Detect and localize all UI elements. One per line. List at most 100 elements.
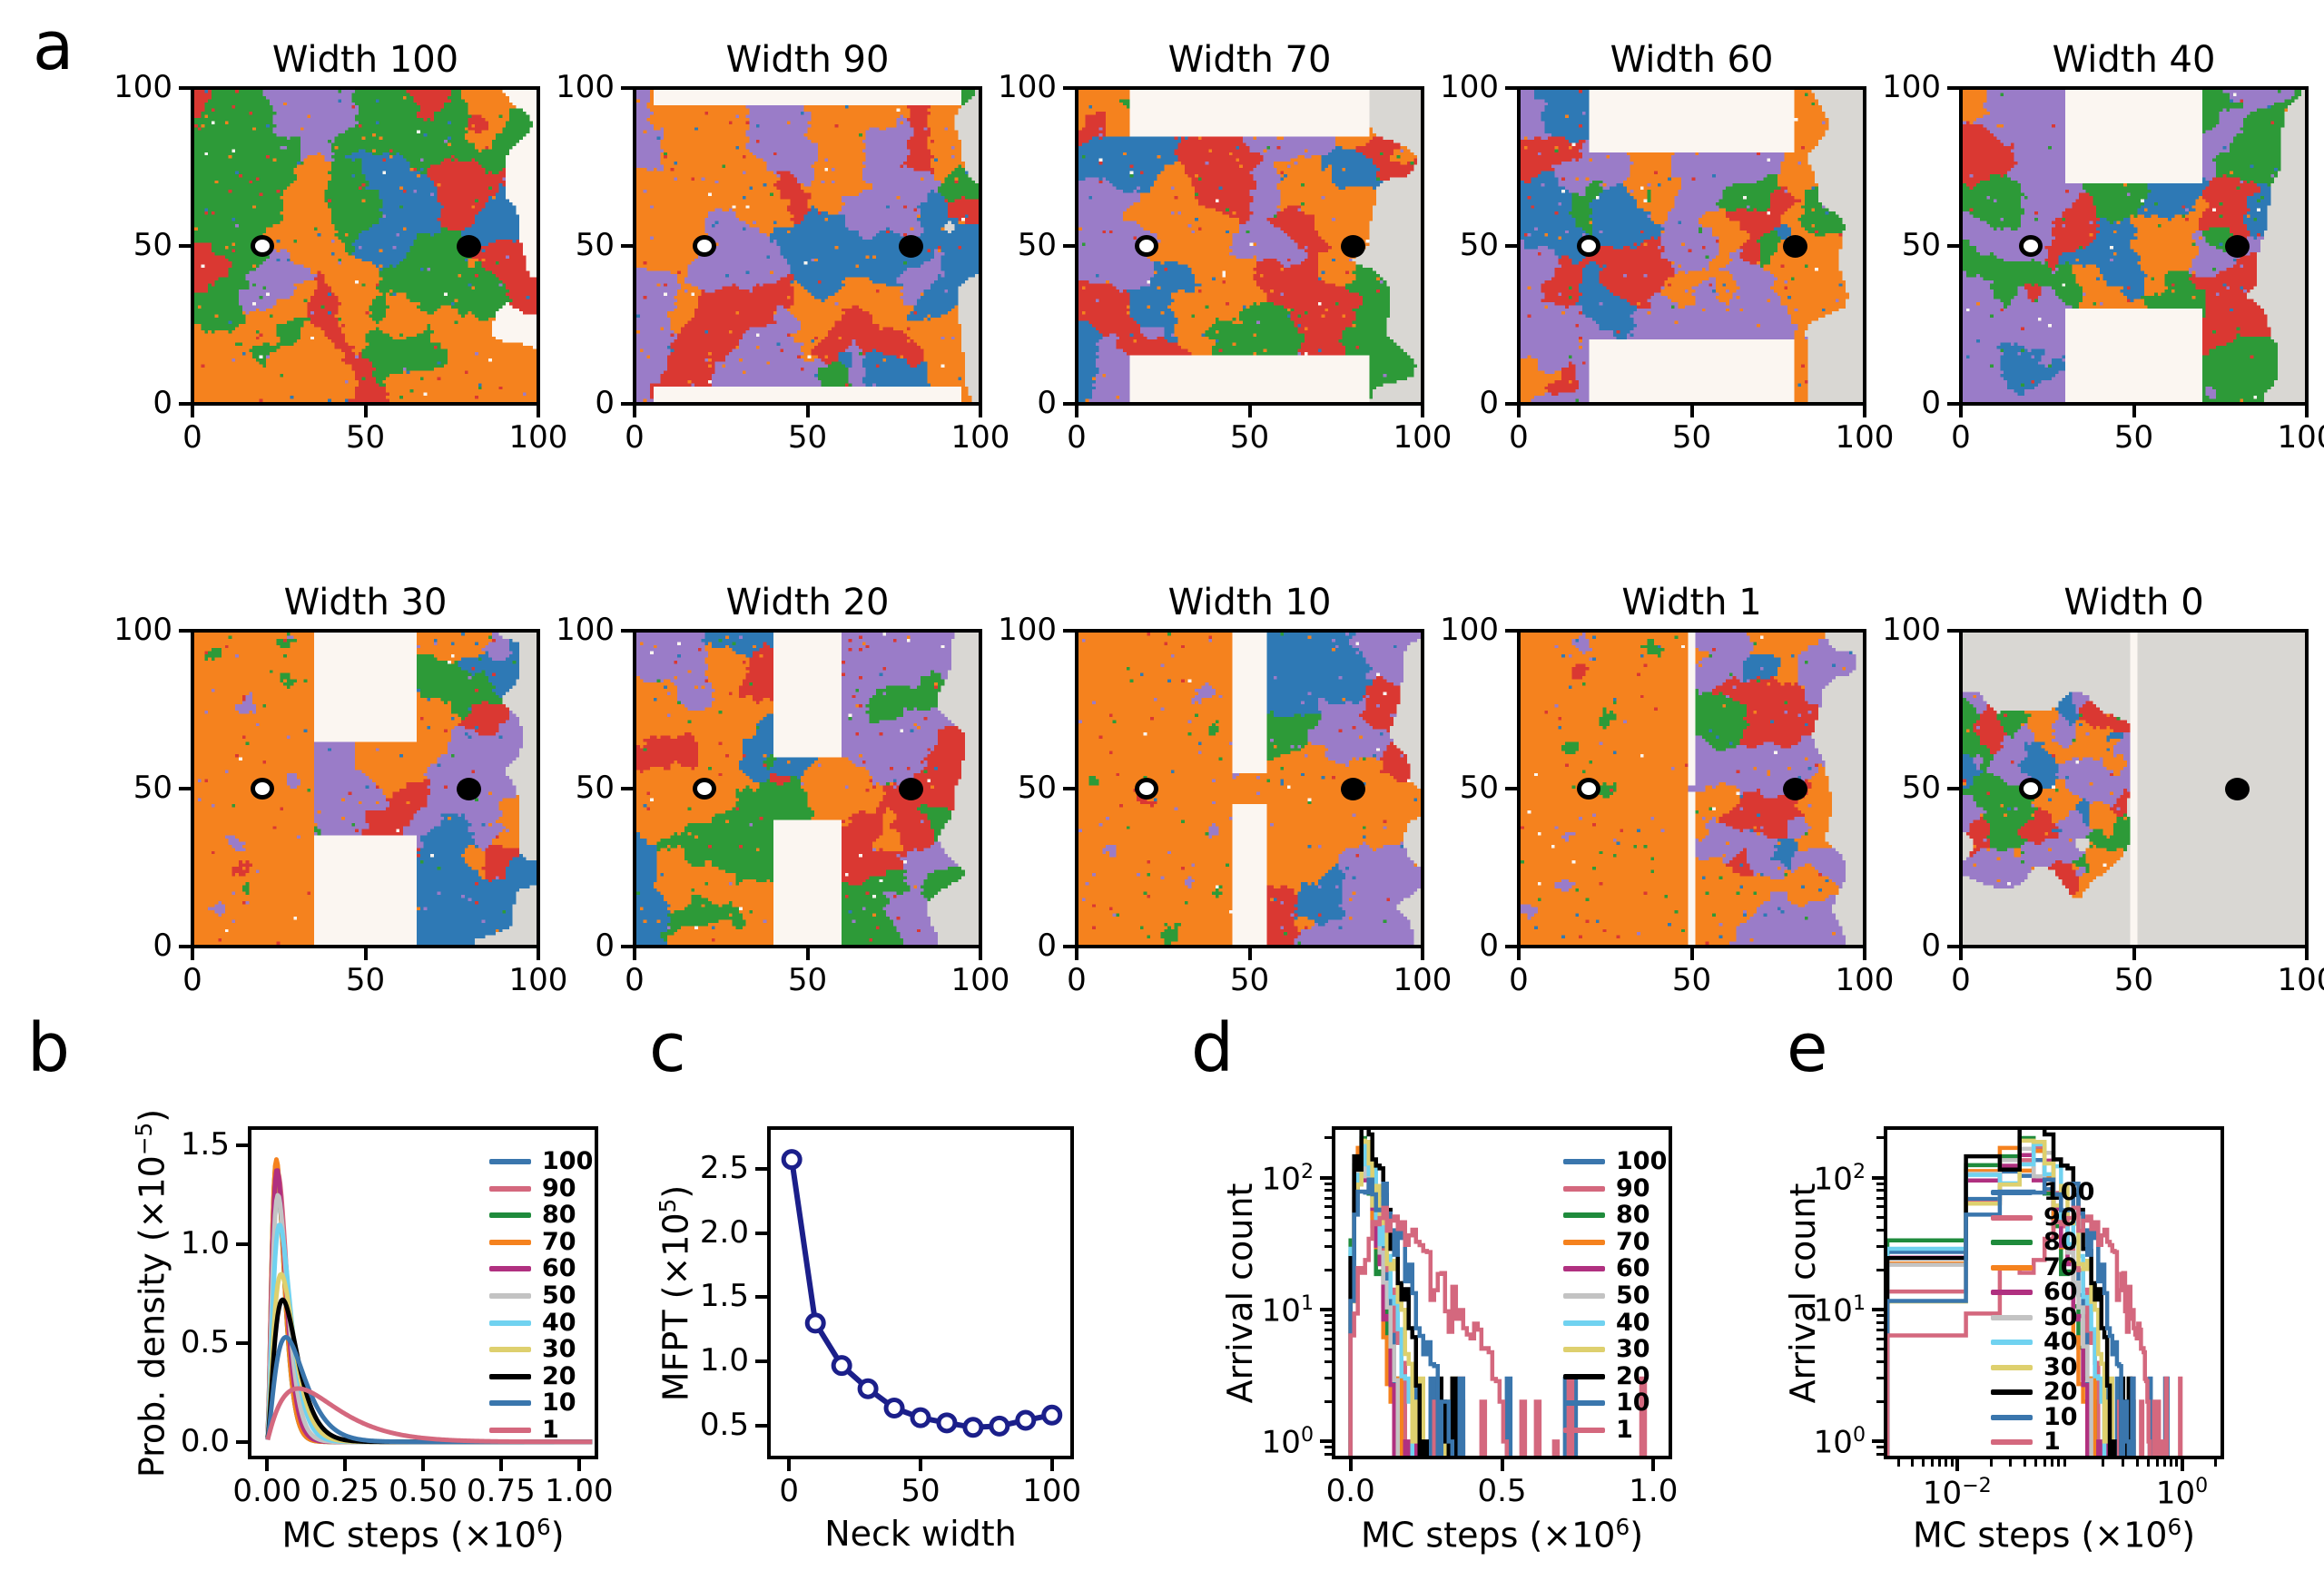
- chart-e-x-tick: [1955, 1459, 1959, 1471]
- map-y-tick: [179, 402, 191, 406]
- chart-d-x-tick-label: 1.0: [1629, 1473, 1679, 1509]
- map-panel-width-20: [633, 629, 982, 948]
- map-x-tick: [1863, 948, 1866, 960]
- legend-item-40: 40: [1563, 1308, 1672, 1337]
- chart-b-x-tick-label: 0.50: [389, 1473, 458, 1509]
- chart-d-y-minor-tick: [1324, 1136, 1332, 1140]
- chart-b-y-tick-label: 0.0: [180, 1422, 230, 1459]
- map-x-tick: [1689, 948, 1694, 960]
- map-x-tick: [633, 406, 636, 417]
- map-x-tick-label: 100: [508, 962, 568, 998]
- legend-line-icon: [1563, 1428, 1605, 1433]
- chart-e-x-minor-tick: [2050, 1459, 2053, 1467]
- map-x-tick: [1075, 406, 1078, 417]
- chart-e-y-minor-tick: [1876, 1189, 1884, 1192]
- chart-b-x-tick: [265, 1459, 270, 1471]
- legend-label: 30: [1616, 1335, 1650, 1364]
- chart-d-x-tick-label: 0.5: [1477, 1473, 1527, 1509]
- map-x-tick: [1959, 406, 1963, 417]
- legend-item-100: 100: [1991, 1179, 2100, 1206]
- legend-label: 40: [1616, 1308, 1650, 1337]
- legend-line-icon: [1563, 1400, 1605, 1407]
- panel-letter-e: e: [1787, 1009, 1828, 1087]
- panel-letter-d: d: [1191, 1009, 1234, 1087]
- map-x-tick-label: 100: [950, 962, 1010, 998]
- map-x-tick-label: 0: [1951, 419, 1971, 456]
- chart-e-y-minor-tick: [1876, 1337, 1884, 1340]
- legend-line-icon: [489, 1428, 531, 1433]
- legend-label: 1: [542, 1416, 559, 1444]
- map-x-tick: [979, 948, 982, 960]
- map-x-tick: [1863, 406, 1866, 417]
- chart-e-y-minor-tick: [1876, 1215, 1884, 1219]
- chart-b-y-tick: [236, 1242, 248, 1247]
- map-title-90: Width 90: [725, 39, 890, 81]
- map-canvas-width-70: [1078, 90, 1421, 402]
- start-marker-icon: [1577, 235, 1601, 257]
- chart-e-x-tick: [2180, 1459, 2184, 1471]
- chart-e-y-minor-tick: [1876, 1205, 1884, 1209]
- chart-d-x-tick-label: 0.0: [1325, 1473, 1375, 1509]
- map-y-tick: [1947, 629, 1959, 633]
- legend-item-100: 100: [489, 1148, 598, 1175]
- map-x-tick-label: 0: [182, 419, 202, 456]
- map-y-tick-label: 100: [1882, 69, 1941, 105]
- chart-e-x-minor-tick: [2214, 1459, 2218, 1467]
- chart-e-x-minor-tick: [2009, 1459, 2013, 1467]
- legend-line-icon: [489, 1159, 531, 1164]
- map-x-tick: [2305, 406, 2309, 417]
- map-y-tick-label: 100: [998, 69, 1057, 105]
- legend-label: 90: [2043, 1202, 2078, 1232]
- map-x-tick-label: 0: [1067, 419, 1087, 456]
- chart-c-ylabel: MFPT (×105): [655, 1184, 696, 1401]
- panel-letter-a: a: [33, 7, 74, 85]
- map-y-tick: [1505, 86, 1517, 90]
- map-x-tick: [1247, 948, 1252, 960]
- legend-line-icon: [1563, 1373, 1605, 1379]
- legend-label: 20: [542, 1361, 576, 1390]
- map-y-tick: [621, 945, 633, 948]
- chart-e-y-minor-tick: [1876, 1268, 1884, 1271]
- chart-b-x-tick-label: 1.00: [544, 1473, 614, 1509]
- map-y-tick-label: 50: [1459, 227, 1499, 263]
- target-marker-icon: [1340, 235, 1365, 258]
- map-y-tick: [1505, 402, 1517, 406]
- legend-item-80: 80: [1991, 1229, 2100, 1256]
- map-x-tick-label: 50: [345, 962, 386, 998]
- map-y-tick-label: 100: [113, 612, 172, 648]
- legend-item-90: 90: [1991, 1202, 2100, 1232]
- legend-item-50: 50: [1563, 1282, 1672, 1310]
- map-y-tick-label: 50: [1901, 770, 1941, 806]
- target-marker-icon: [1340, 778, 1365, 800]
- start-marker-icon: [251, 778, 275, 800]
- legend-label: 60: [542, 1254, 576, 1283]
- map-y-tick: [1947, 402, 1959, 406]
- map-y-tick: [1063, 945, 1075, 948]
- legend-item-30: 30: [489, 1336, 598, 1363]
- chart-c-y-tick: [755, 1166, 767, 1171]
- legend-label: 40: [542, 1308, 576, 1337]
- map-x-tick-label: 100: [508, 419, 568, 456]
- panel-letter-b: b: [27, 1009, 70, 1087]
- chart-d-y-minor-tick: [1324, 1268, 1332, 1271]
- chart-e-y-tick-label: 101: [1813, 1291, 1866, 1330]
- chart-d-plot: [1332, 1126, 1672, 1459]
- map-x-tick: [1689, 406, 1694, 417]
- legend-label: 100: [2043, 1178, 2095, 1206]
- legend-label: 50: [1616, 1281, 1650, 1310]
- legend-line-icon: [489, 1185, 531, 1192]
- legend-label: 20: [2043, 1378, 2078, 1406]
- map-x-tick: [363, 948, 368, 960]
- target-marker-icon: [2224, 235, 2250, 258]
- chart-d-y-minor-tick: [1324, 1400, 1332, 1404]
- map-y-tick-label: 0: [153, 928, 172, 964]
- legend-item-10: 10: [489, 1389, 598, 1417]
- chart-e-x-minor-tick: [2122, 1459, 2125, 1467]
- chart-d-y-tick-label: 100: [1261, 1423, 1314, 1461]
- chart-e-x-minor-tick: [1938, 1459, 1942, 1467]
- chart-e-y-minor-tick: [1876, 1228, 1884, 1232]
- chart-e-x-tick-label: 10−2: [1922, 1474, 1992, 1512]
- chart-c-y-tick: [755, 1359, 767, 1364]
- map-y-tick-label: 0: [1479, 385, 1499, 421]
